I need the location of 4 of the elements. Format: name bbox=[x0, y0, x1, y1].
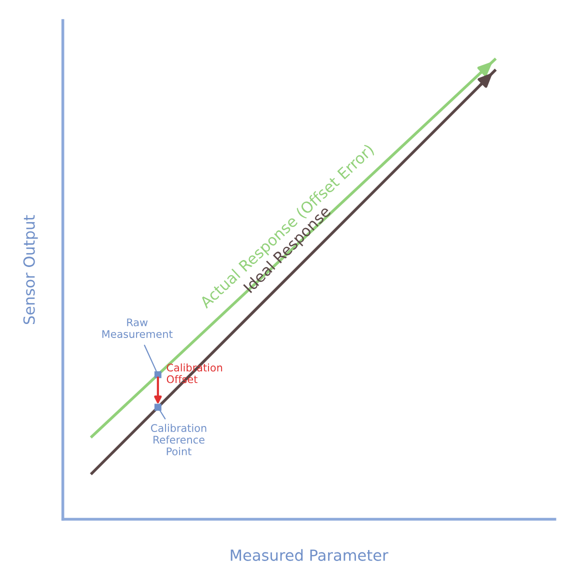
annotation: Raw Measurement bbox=[102, 318, 173, 338]
x-axis-title: Measured Parameter bbox=[230, 549, 388, 561]
annotation: Calibration Reference Point bbox=[151, 424, 206, 456]
y-axis-title: Sensor Output bbox=[23, 215, 38, 324]
